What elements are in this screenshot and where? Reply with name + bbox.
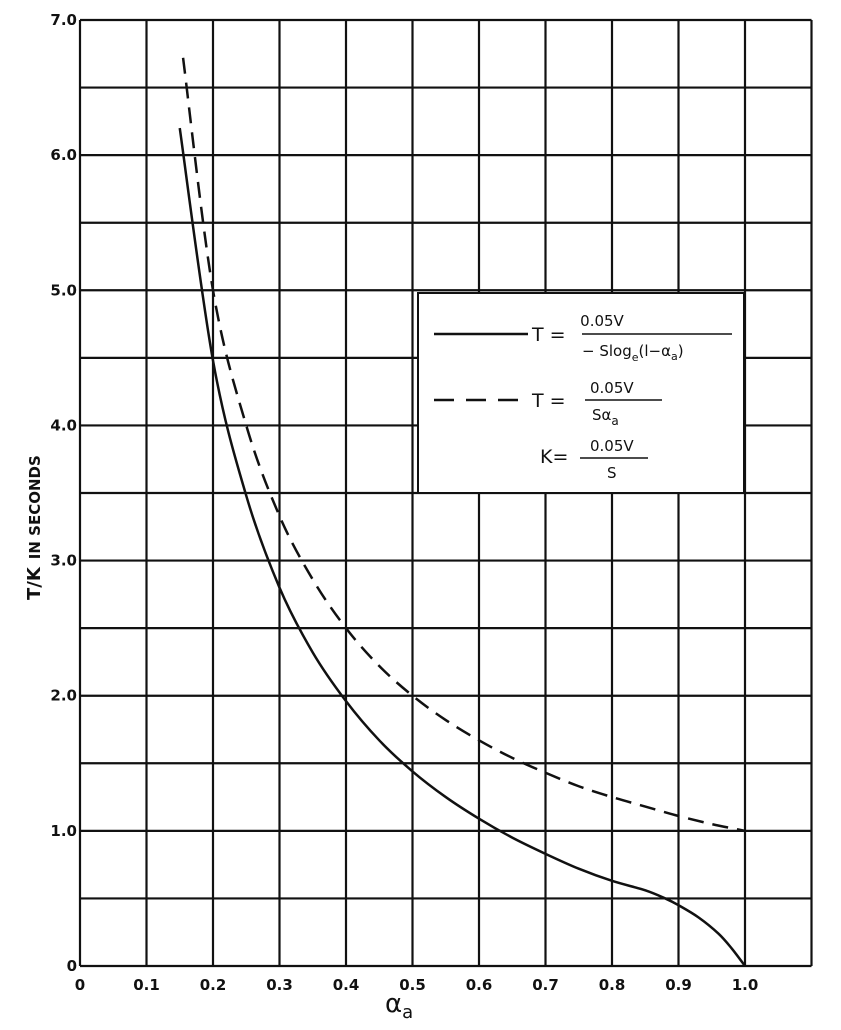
legend-box [417,292,745,494]
y-axis-label: T/KIN SECONDS [24,455,45,600]
x-axis-label: αa [385,989,413,1023]
y-tick-labels: 0 1.0 2.0 3.0 4.0 5.0 6.0 7.0 [50,11,77,975]
legend-k-denominator: S [607,464,617,482]
x-tick-label: 0.4 [333,976,360,994]
series-group [178,57,746,967]
x-tick-label: 0.8 [599,976,626,994]
x-tick-label: 0.6 [466,976,493,994]
y-tick-label: 7.0 [50,11,77,29]
x-tick-label: 0.7 [532,976,559,994]
x-tick-label: 0.2 [200,976,227,994]
y-tick-label: 4.0 [50,416,77,434]
legend-k-lhs: K= [540,446,568,468]
y-tick-label: 2.0 [50,687,77,705]
series-solid-line [178,127,746,967]
x-tick-label: 1.0 [732,976,759,994]
legend-solid-denominator: − Sloge(l−αa) [582,342,684,364]
legend: T = 0.05V − Sloge(l−αa) T = 0.05V Sαa K=… [417,292,745,494]
series-dashed-line [181,57,746,833]
y-tick-label: 6.0 [50,146,77,164]
x-tick-label: 0.3 [266,976,293,994]
x-tick-label: 0.5 [399,976,426,994]
y-tick-label: 0 [67,957,77,975]
y-tick-label: 3.0 [50,552,77,570]
y-tick-label: 1.0 [50,822,77,840]
legend-dashed-numerator: 0.05V [590,379,634,397]
legend-dashed-denominator: Sαa [592,406,619,428]
legend-k-numerator: 0.05V [590,437,634,455]
y-tick-label: 5.0 [50,281,77,299]
legend-solid-lhs: T = [531,324,566,346]
x-tick-label: 0.1 [133,976,160,994]
x-tick-labels: 0 0.1 0.2 0.3 0.4 0.5 0.6 0.7 0.8 0.9 1.0 [75,976,759,994]
legend-dashed-lhs: T = [531,390,566,412]
x-tick-label: 0 [75,976,85,994]
x-tick-label: 0.9 [665,976,692,994]
grid [78,18,813,968]
legend-solid-numerator: 0.05V [580,312,624,330]
